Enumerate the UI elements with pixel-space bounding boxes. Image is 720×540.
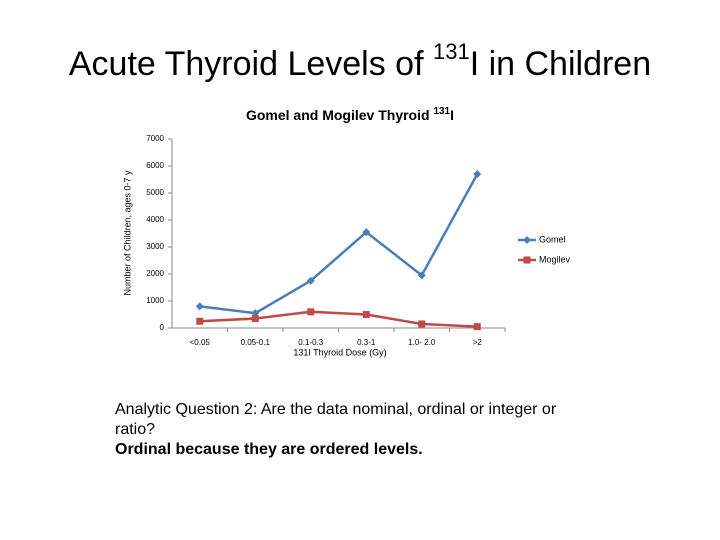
y-tick-label: 0 <box>160 323 165 332</box>
chart-title: Gomel and Mogilev Thyroid 131I <box>246 106 454 123</box>
data-point <box>417 271 426 280</box>
slide-title: Acute Thyroid Levels of 131I in Children <box>69 39 651 83</box>
y-axis-label: Number of Children, ages 0-7 y <box>122 170 132 296</box>
data-point <box>473 323 481 331</box>
data-point <box>251 315 259 323</box>
x-tick-label: >2 <box>473 338 483 347</box>
data-point <box>362 228 371 237</box>
legend-marker <box>523 256 531 264</box>
y-tick-label: 7000 <box>146 134 164 143</box>
y-tick-label: 5000 <box>146 188 164 197</box>
x-tick-label: 0.3-1 <box>357 338 376 347</box>
title-text: Acute Thyroid Levels of <box>69 45 433 83</box>
y-tick-label: 6000 <box>146 161 164 170</box>
title-sup: 131 <box>433 39 470 64</box>
y-tick-label: 4000 <box>146 215 164 224</box>
legend-label: Gomel <box>539 234 566 244</box>
data-point <box>307 308 315 316</box>
answer: Ordinal because they are ordered levels. <box>115 440 595 460</box>
data-point <box>306 276 315 285</box>
question-block: Analytic Question 2: Are the data nomina… <box>115 400 595 460</box>
y-tick-label: 3000 <box>146 242 164 251</box>
y-tick-label: 2000 <box>146 269 164 278</box>
series-line <box>199 310 478 328</box>
x-tick-label: 0.1-0.3 <box>298 338 323 347</box>
chart: Acute Thyroid Levels of 131I in Children… <box>69 39 651 358</box>
data-point <box>196 317 204 325</box>
data-point <box>362 311 370 318</box>
legend-marker <box>523 236 531 244</box>
x-tick-label: 0.05-0.1 <box>241 338 271 347</box>
x-tick-label: <0.05 <box>190 338 211 347</box>
data-point <box>473 170 482 179</box>
question: Analytic Question 2: Are the data nomina… <box>115 401 557 438</box>
x-axis-label: 131I Thyroid Dose (Gy) <box>293 347 386 357</box>
series-line <box>199 173 479 315</box>
data-point <box>195 302 204 311</box>
answer-text: Ordinal because they are ordered levels. <box>115 441 423 458</box>
title-text: I in Children <box>470 45 651 83</box>
y-tick-label: 1000 <box>146 296 164 305</box>
legend-label: Mogilev <box>539 254 571 264</box>
data-point <box>418 320 426 328</box>
x-tick-label: 1.0- 2.0 <box>408 338 436 347</box>
chart-title-text: Gomel and Mogilev Thyroid <box>246 107 433 123</box>
chart-title-text: I <box>450 107 454 123</box>
chart-title-sup: 131 <box>433 106 450 117</box>
